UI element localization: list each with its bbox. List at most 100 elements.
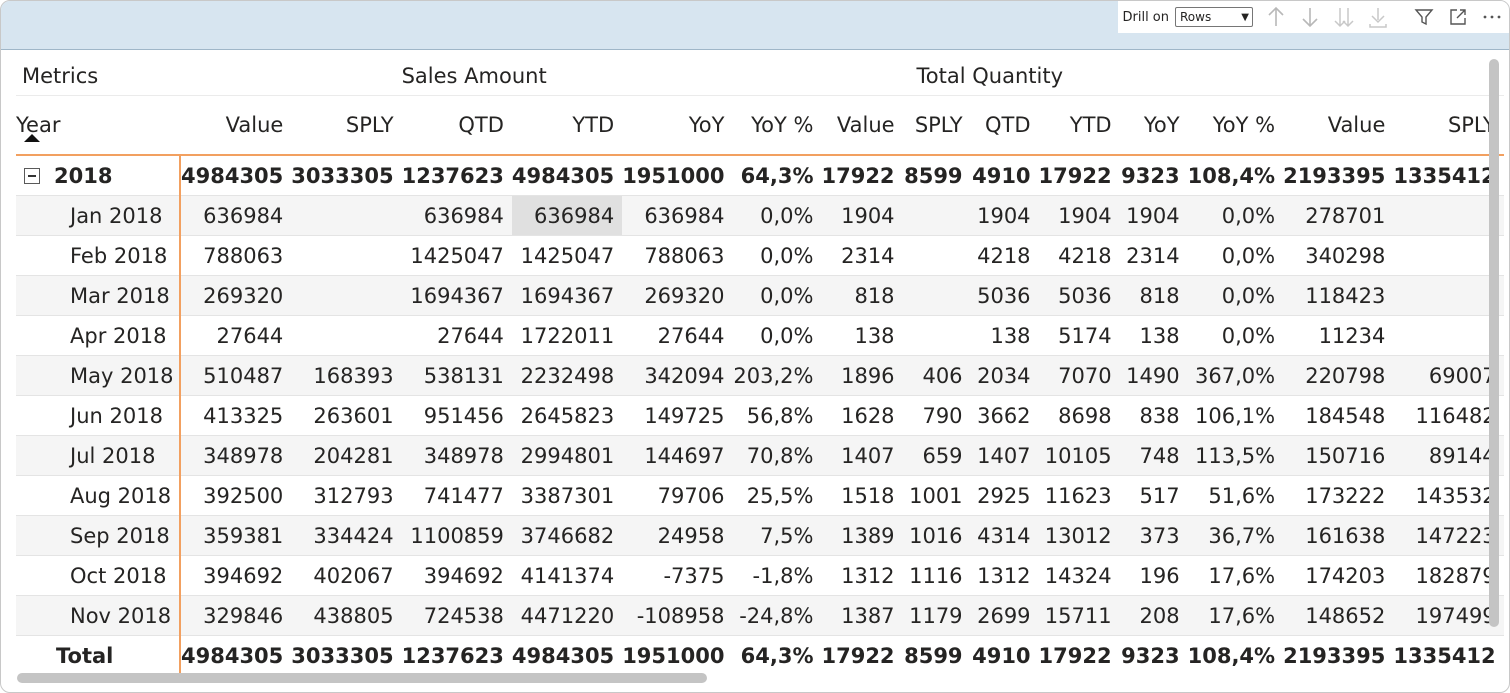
group-header-total-quantity[interactable]: Total Quantity <box>902 57 1504 96</box>
year-row-header[interactable]: 2018 <box>16 155 181 196</box>
value-cell[interactable]: 5174 <box>1038 315 1120 356</box>
value-cell[interactable]: 138 <box>821 315 903 356</box>
value-cell[interactable]: 4471220 <box>511 595 623 636</box>
month-row-header[interactable]: Jun 2018 <box>16 395 181 436</box>
value-cell[interactable]: 4218 <box>970 235 1039 276</box>
value-cell[interactable]: 1116 <box>902 555 971 596</box>
value-cell[interactable]: 174203 <box>1283 555 1394 596</box>
value-cell[interactable]: 64,3% <box>732 155 822 196</box>
value-cell[interactable] <box>1393 315 1504 356</box>
column-header[interactable]: Value <box>1283 95 1394 156</box>
value-cell[interactable]: 790 <box>902 395 971 436</box>
value-cell[interactable]: 106,1% <box>1187 395 1284 436</box>
drill-down-button[interactable] <box>1295 3 1325 31</box>
value-cell[interactable]: 196 <box>1119 555 1188 596</box>
value-cell[interactable]: 15711 <box>1038 595 1120 636</box>
value-cell[interactable]: 17,6% <box>1187 555 1284 596</box>
value-cell[interactable]: 312793 <box>291 475 402 516</box>
value-cell[interactable]: 13012 <box>1038 515 1120 556</box>
column-header[interactable]: YoY <box>622 95 733 156</box>
value-cell[interactable]: 1425047 <box>401 235 512 276</box>
value-cell[interactable]: 0,0% <box>1187 195 1284 236</box>
value-cell[interactable]: 168393 <box>291 355 402 396</box>
more-options-button[interactable] <box>1477 3 1507 31</box>
year-header[interactable]: Year <box>16 95 180 156</box>
value-cell[interactable]: 2925 <box>970 475 1039 516</box>
value-cell[interactable]: 1904 <box>970 195 1039 236</box>
value-cell[interactable] <box>1393 275 1504 316</box>
value-cell[interactable]: 8599 <box>902 635 971 676</box>
focus-mode-button[interactable] <box>1443 3 1473 31</box>
value-cell[interactable]: 2699 <box>970 595 1039 636</box>
value-cell[interactable]: 182879 <box>1393 555 1504 596</box>
value-cell[interactable]: 1407 <box>821 435 903 476</box>
value-cell[interactable]: 204281 <box>291 435 402 476</box>
column-header[interactable]: YTD <box>1038 95 1120 156</box>
value-cell[interactable]: 7070 <box>1038 355 1120 396</box>
value-cell[interactable]: 1490 <box>1119 355 1188 396</box>
value-cell[interactable]: 818 <box>821 275 903 316</box>
value-cell[interactable]: 11623 <box>1038 475 1120 516</box>
expand-next-level-button[interactable] <box>1363 3 1393 31</box>
value-cell[interactable]: 1951000 <box>622 635 733 676</box>
value-cell[interactable]: -1,8% <box>732 555 822 596</box>
value-cell[interactable]: 89144 <box>1393 435 1504 476</box>
value-cell[interactable]: 0,0% <box>732 315 822 356</box>
value-cell[interactable]: 373 <box>1119 515 1188 556</box>
total-row-header[interactable]: Total <box>16 635 181 676</box>
value-cell[interactable]: 1100859 <box>401 515 512 556</box>
value-cell[interactable]: 2314 <box>821 235 903 276</box>
value-cell[interactable]: 27644 <box>622 315 733 356</box>
value-cell[interactable]: 359381 <box>180 515 292 556</box>
month-row-header[interactable]: May 2018 <box>16 355 181 396</box>
value-cell[interactable]: 7,5% <box>732 515 822 556</box>
value-cell[interactable]: 636984 <box>622 195 733 236</box>
value-cell[interactable]: 0,0% <box>1187 235 1284 276</box>
value-cell[interactable]: 1016 <box>902 515 971 556</box>
value-cell[interactable]: 36,7% <box>1187 515 1284 556</box>
horizontal-scrollbar[interactable] <box>17 673 707 683</box>
column-header[interactable]: QTD <box>970 95 1039 156</box>
value-cell[interactable]: 108,4% <box>1187 635 1284 676</box>
value-cell[interactable]: 27644 <box>401 315 512 356</box>
value-cell[interactable]: 1694367 <box>511 275 623 316</box>
value-cell[interactable]: 184548 <box>1283 395 1394 436</box>
month-row-header[interactable]: Jul 2018 <box>16 435 181 476</box>
value-cell[interactable]: 161638 <box>1283 515 1394 556</box>
value-cell[interactable]: 17922 <box>1038 635 1120 676</box>
month-row-header[interactable]: Oct 2018 <box>16 555 181 596</box>
value-cell[interactable]: 220798 <box>1283 355 1394 396</box>
value-cell[interactable] <box>902 235 971 276</box>
column-header[interactable]: YoY % <box>732 95 822 156</box>
value-cell[interactable]: 0,0% <box>1187 275 1284 316</box>
value-cell[interactable]: 263601 <box>291 395 402 436</box>
value-cell[interactable]: 2314 <box>1119 235 1188 276</box>
value-cell[interactable]: 4910 <box>970 635 1039 676</box>
value-cell[interactable]: 269320 <box>622 275 733 316</box>
value-cell[interactable]: 724538 <box>401 595 512 636</box>
value-cell[interactable]: 1312 <box>821 555 903 596</box>
value-cell[interactable]: 143532 <box>1393 475 1504 516</box>
value-cell[interactable]: 348978 <box>401 435 512 476</box>
value-cell[interactable]: 1904 <box>1119 195 1188 236</box>
group-header-sales-amount[interactable]: Sales Amount <box>401 57 822 96</box>
value-cell[interactable]: 2193395 <box>1283 635 1394 676</box>
column-header[interactable]: SPLY <box>902 95 971 156</box>
value-cell[interactable]: 1335412 <box>1393 155 1504 196</box>
value-cell[interactable]: 69007 <box>1393 355 1504 396</box>
value-cell[interactable]: 406 <box>902 355 971 396</box>
value-cell[interactable]: 27644 <box>180 315 292 356</box>
column-header[interactable]: Value <box>821 95 903 156</box>
value-cell[interactable]: 208 <box>1119 595 1188 636</box>
value-cell[interactable]: 24958 <box>622 515 733 556</box>
value-cell[interactable] <box>902 195 971 236</box>
value-cell[interactable]: 2034 <box>970 355 1039 396</box>
value-cell[interactable]: 1237623 <box>401 155 512 196</box>
value-cell[interactable]: 1312 <box>970 555 1039 596</box>
value-cell[interactable]: 149725 <box>622 395 733 436</box>
value-cell[interactable]: 342094 <box>622 355 733 396</box>
value-cell[interactable]: 11234 <box>1283 315 1394 356</box>
value-cell[interactable]: 150716 <box>1283 435 1394 476</box>
value-cell[interactable]: 3746682 <box>511 515 623 556</box>
value-cell[interactable]: 116482 <box>1393 395 1504 436</box>
